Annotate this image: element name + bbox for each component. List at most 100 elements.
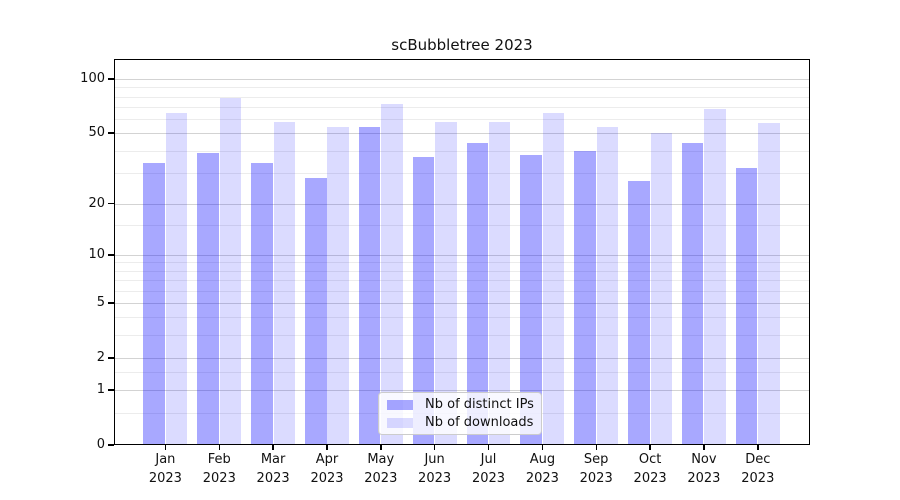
y-tick-20: [108, 202, 114, 205]
legend-label-downloads: Nb of downloads: [425, 415, 534, 430]
x-tick-month: Jan: [155, 452, 176, 467]
y-tick-label-20: 20: [88, 195, 105, 211]
gridline-minor-15: [114, 225, 810, 227]
y-tick-label-100: 100: [80, 71, 105, 86]
legend-swatch-downloads: [387, 417, 413, 428]
x-tick-year: 2023: [687, 471, 721, 486]
y-tick-2: [108, 357, 114, 359]
gridline-minor-80: [114, 96, 810, 98]
gridline-major-20: [114, 203, 810, 205]
x-tick-feb: [218, 444, 220, 450]
gridline-minor-70: [114, 107, 810, 108]
bar-downloads-mar: [273, 121, 296, 445]
y-tick-50: [108, 132, 114, 134]
legend-item-downloads: Nb of downloads: [387, 415, 541, 430]
x-tick-month: Apr: [315, 452, 339, 467]
x-tick-label-apr: Apr 2023: [295, 450, 359, 488]
y-tick-label-10: 10: [88, 246, 105, 262]
bar-downloads-dec: [758, 123, 780, 445]
x-tick-sep: [595, 444, 597, 450]
x-tick-year: 2023: [202, 471, 236, 486]
bar-downloads-nov: [704, 109, 726, 445]
y-tick-label-2: 2: [96, 349, 105, 365]
gridline-minor-30: [114, 172, 810, 174]
x-tick-nov: [703, 444, 705, 450]
x-tick-apr: [326, 444, 328, 450]
bar-distinct-ips-apr: [305, 178, 327, 445]
gridline-minor-1.5: [114, 372, 810, 374]
x-tick-label-dec: Dec 2023: [726, 450, 790, 488]
gridline-minor-9: [114, 262, 810, 264]
y-tick-label-1: 1: [96, 382, 105, 397]
bar-distinct-ips-oct: [628, 180, 650, 445]
gridline-minor-4: [114, 317, 810, 319]
gridline-minor-3: [114, 335, 810, 337]
x-tick-month: Sep: [583, 452, 609, 467]
gridline-minor-60: [114, 119, 810, 120]
gridline-major-10: [114, 254, 810, 256]
bar-downloads-apr: [327, 127, 349, 445]
x-tick-label-jun: Jun 2023: [403, 450, 467, 488]
x-tick-month: Mar: [260, 452, 286, 467]
gridline-major-1: [114, 390, 810, 391]
x-tick-label-nov: Nov 2023: [672, 450, 736, 488]
bar-distinct-ips-mar: [251, 163, 273, 445]
gridline-minor-6: [114, 290, 810, 292]
y-tick-100: [108, 78, 114, 80]
x-tick-label-feb: Feb 2023: [187, 450, 251, 488]
bar-distinct-ips-jun: [412, 156, 435, 445]
bar-downloads-aug: [542, 112, 565, 445]
bar-distinct-ips-jan: [143, 163, 165, 445]
bar-downloads-jul: [488, 121, 511, 445]
x-tick-label-aug: Aug 2023: [510, 450, 574, 488]
x-tick-jun: [433, 444, 436, 450]
x-tick-aug: [541, 444, 544, 450]
x-tick-year: 2023: [310, 471, 344, 486]
gridline-minor-90: [114, 87, 810, 89]
y-tick-label-0: 0: [96, 437, 105, 452]
x-tick-jan: [164, 444, 167, 450]
x-tick-year: 2023: [148, 471, 182, 486]
bar-downloads-sep: [596, 127, 619, 445]
gridline-major-2: [114, 357, 810, 359]
x-tick-year: 2023: [364, 471, 398, 486]
bar-distinct-ips-feb: [197, 152, 219, 445]
chart-title: scBubbletree 2023: [391, 36, 533, 54]
x-tick-label-may: May 2023: [349, 450, 413, 488]
x-tick-year: 2023: [579, 471, 613, 486]
x-tick-month: Dec: [745, 452, 771, 467]
y-tick-10: [108, 254, 114, 256]
x-tick-oct: [649, 444, 651, 450]
x-tick-month: Jul: [480, 452, 497, 467]
x-tick-label-jul: Jul 2023: [457, 450, 521, 488]
bar-downloads-oct: [650, 133, 673, 445]
bar-downloads-jan: [165, 112, 188, 445]
x-tick-label-sep: Sep 2023: [564, 450, 628, 488]
x-tick-may: [380, 444, 382, 450]
x-tick-year: 2023: [256, 471, 290, 486]
bar-distinct-ips-sep: [574, 150, 596, 445]
x-tick-month: Aug: [529, 452, 556, 467]
legend-item-distinct-ips: Nb of distinct IPs: [387, 397, 541, 412]
gridline-minor-40: [114, 150, 810, 152]
bar-downloads-feb: [219, 97, 242, 445]
y-tick-5: [108, 302, 114, 304]
x-tick-label-oct: Oct 2023: [618, 450, 682, 488]
plot-area: [114, 59, 810, 445]
gridline-minor-8: [114, 270, 810, 272]
bar-distinct-ips-nov: [681, 143, 704, 445]
legend: Nb of distinct IPs Nb of downloads: [378, 392, 542, 435]
x-tick-month: Jun: [424, 452, 445, 467]
x-tick-month: May: [367, 452, 395, 467]
bar-distinct-ips-aug: [520, 154, 542, 445]
x-tick-jul: [487, 444, 490, 450]
bar-distinct-ips-may: [358, 127, 381, 445]
x-tick-year: 2023: [525, 471, 559, 486]
x-tick-month: Nov: [691, 452, 717, 467]
y-tick-label-50: 50: [88, 125, 105, 141]
y-tick-label-5: 5: [96, 294, 105, 310]
x-tick-label-jan: Jan 2023: [133, 450, 197, 488]
x-tick-year: 2023: [741, 471, 775, 486]
x-tick-dec: [757, 444, 759, 450]
